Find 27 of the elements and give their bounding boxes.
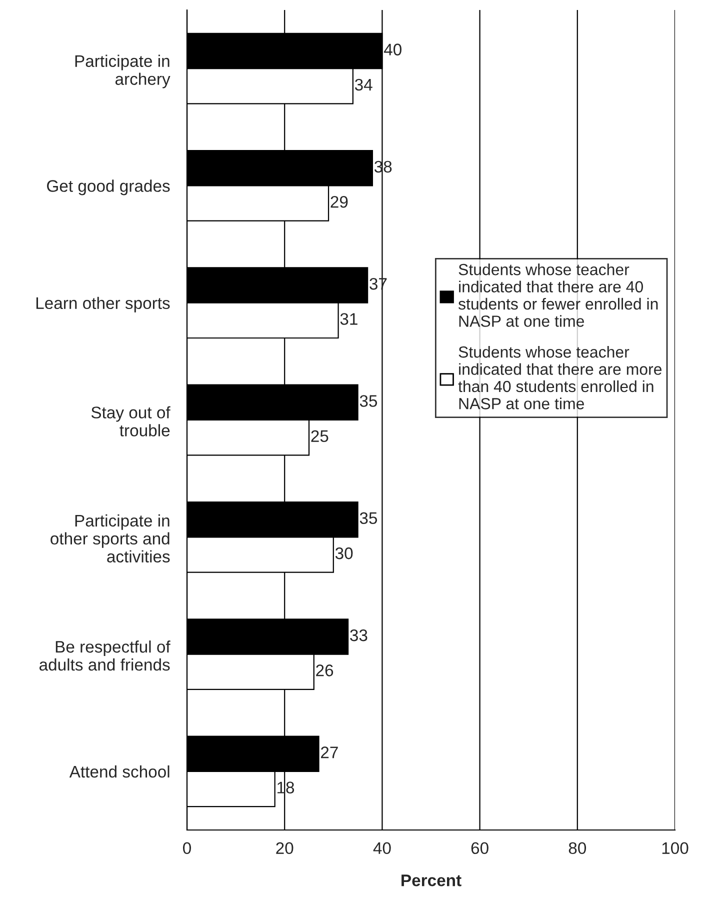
y-tick-label: Participate in archery — [75, 54, 170, 88]
data-label: 35 — [360, 395, 378, 407]
data-label: 30 — [335, 547, 353, 560]
data-label: 31 — [340, 313, 358, 325]
x-tick-label: 80 — [568, 842, 586, 854]
y-tick-label: Learn other sports — [36, 296, 170, 312]
y-tick-label: Stay out of trouble — [91, 406, 170, 436]
x-tick-label: 40 — [373, 842, 391, 854]
y-tick-label: Participate in other sports and activities — [50, 514, 170, 563]
data-label: 33 — [350, 629, 368, 642]
data-label: 27 — [320, 746, 338, 758]
data-label: 40 — [384, 44, 402, 56]
y-tick-label: Be respectful of adults and friends — [39, 640, 170, 671]
data-label: 26 — [316, 664, 334, 676]
x-tick-label: 100 — [662, 842, 688, 854]
x-tick-label: 60 — [471, 842, 488, 854]
y-tick-label: Attend school — [69, 765, 170, 778]
x-tick-label: 20 — [276, 842, 294, 854]
y-tick-label: Get good grades — [47, 180, 170, 196]
data-label: 25 — [311, 430, 328, 442]
data-label: 29 — [330, 196, 348, 208]
x-axis-title: Percent — [402, 874, 462, 886]
legend-label: Students whose teacher indicated that there are 40 students or fewer enrolled in NASP at one time — [458, 264, 658, 327]
legend-label: Students whose teacher indicated that there are more than 40 students enrolled in NASP at one time — [458, 346, 662, 410]
data-label: 35 — [360, 512, 378, 524]
data-label: 34 — [354, 78, 372, 91]
x-tick-label: 0 — [183, 842, 191, 854]
